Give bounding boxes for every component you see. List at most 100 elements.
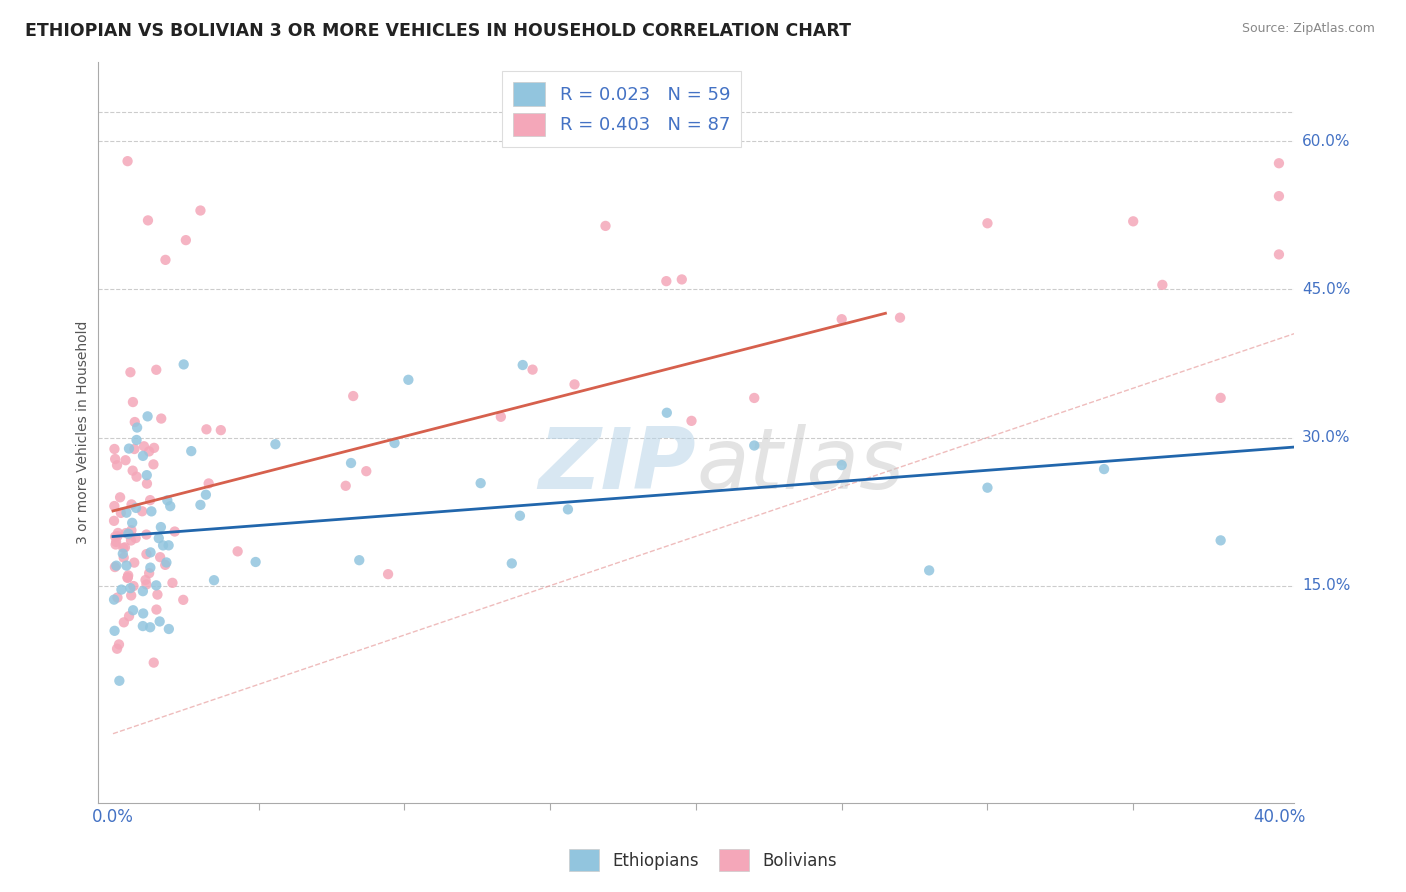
Point	[139, 493, 162, 508]
Text: ETHIOPIAN VS BOLIVIAN 3 OR MORE VEHICLES IN HOUSEHOLD CORRELATION CHART: ETHIOPIAN VS BOLIVIAN 3 OR MORE VEHICLES…	[25, 22, 851, 40]
Point	[356, 464, 378, 478]
Text: 60.0%: 60.0%	[1302, 134, 1350, 149]
Point	[104, 537, 127, 551]
Point	[139, 560, 162, 574]
Point	[209, 423, 232, 437]
Point	[111, 547, 134, 561]
Point	[145, 363, 167, 377]
Point	[103, 499, 125, 513]
Point	[142, 458, 165, 472]
Point	[149, 520, 172, 534]
Point	[138, 566, 160, 581]
Point	[112, 550, 135, 565]
Point	[173, 358, 195, 372]
Point	[104, 560, 127, 574]
Legend: R = 0.023   N = 59, R = 0.403   N = 87: R = 0.023 N = 59, R = 0.403 N = 87	[502, 71, 741, 147]
Point	[142, 656, 165, 670]
Point	[132, 607, 155, 621]
Point	[132, 449, 155, 463]
Point	[172, 592, 194, 607]
Point	[742, 438, 765, 452]
Point	[1152, 277, 1174, 292]
Point	[159, 499, 181, 513]
Text: Source: ZipAtlas.com: Source: ZipAtlas.com	[1241, 22, 1375, 36]
Point	[889, 310, 911, 325]
Point	[149, 615, 172, 629]
Point	[135, 527, 157, 541]
Point	[108, 491, 131, 505]
Point	[124, 415, 146, 429]
Point	[564, 377, 586, 392]
Point	[1268, 156, 1291, 170]
Point	[107, 529, 129, 543]
Point	[1268, 247, 1291, 261]
Point	[120, 365, 142, 379]
Point	[132, 439, 155, 453]
Text: ZIP: ZIP	[538, 425, 696, 508]
Point	[197, 476, 219, 491]
Point	[831, 458, 853, 472]
Text: 15.0%: 15.0%	[1302, 578, 1350, 593]
Point	[136, 213, 159, 227]
Point	[105, 641, 128, 656]
Point	[103, 442, 125, 456]
Point	[135, 573, 157, 587]
Point	[512, 358, 534, 372]
Point	[104, 530, 127, 544]
Point	[115, 558, 138, 573]
Point	[103, 514, 125, 528]
Point	[162, 575, 184, 590]
Point	[384, 436, 406, 450]
Point	[157, 538, 180, 552]
Point	[121, 516, 143, 530]
Point	[377, 567, 399, 582]
Text: 45.0%: 45.0%	[1302, 282, 1350, 297]
Point	[150, 411, 173, 425]
Point	[742, 391, 765, 405]
Point	[163, 524, 186, 539]
Point	[180, 444, 202, 458]
Point	[122, 579, 145, 593]
Point	[105, 458, 128, 473]
Point	[107, 591, 129, 605]
Point	[110, 582, 132, 597]
Point	[122, 556, 145, 570]
Point	[976, 216, 998, 230]
Point	[470, 476, 492, 491]
Point	[509, 508, 531, 523]
Point	[120, 581, 142, 595]
Point	[118, 442, 141, 456]
Point	[681, 414, 703, 428]
Point	[157, 622, 180, 636]
Point	[1092, 462, 1115, 476]
Point	[135, 547, 157, 561]
Point	[125, 500, 148, 515]
Point	[131, 504, 153, 518]
Point	[190, 498, 212, 512]
Point	[155, 558, 177, 572]
Point	[112, 615, 135, 630]
Text: atlas: atlas	[696, 425, 904, 508]
Point	[135, 468, 157, 483]
Point	[117, 526, 139, 541]
Point	[120, 523, 142, 537]
Point	[148, 531, 170, 545]
Point	[125, 469, 148, 483]
Point	[108, 637, 131, 651]
Point	[152, 538, 174, 552]
Point	[103, 592, 125, 607]
Point	[1209, 391, 1232, 405]
Point	[149, 550, 172, 565]
Point	[122, 603, 145, 617]
Point	[139, 545, 162, 559]
Point	[136, 409, 159, 424]
Point	[194, 488, 217, 502]
Point	[155, 252, 177, 267]
Point	[117, 568, 139, 582]
Point	[139, 620, 162, 634]
Point	[118, 527, 141, 541]
Point	[122, 395, 145, 409]
Point	[125, 433, 148, 447]
Point	[335, 479, 357, 493]
Point	[103, 624, 125, 638]
